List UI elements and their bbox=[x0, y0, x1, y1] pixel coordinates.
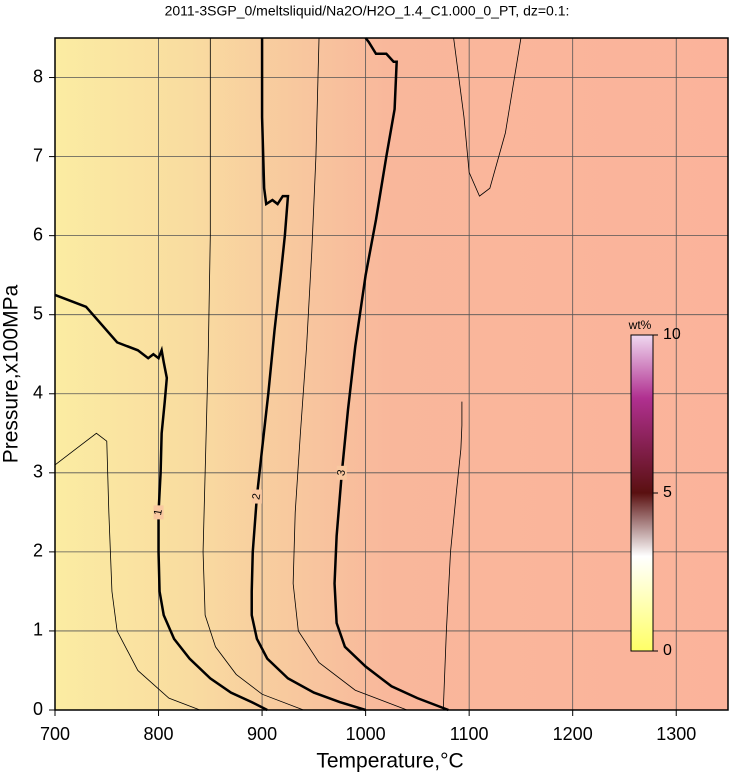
x-tick-label: 1100 bbox=[450, 724, 489, 744]
contour-label: 2 bbox=[250, 492, 263, 500]
x-tick-label: 1000 bbox=[346, 724, 386, 744]
x-axis-label: Temperature,°C bbox=[316, 750, 463, 773]
y-tick-label: 1 bbox=[33, 620, 43, 640]
colorbar-tick-label: 5 bbox=[663, 484, 672, 501]
contour-line bbox=[442, 401, 463, 711]
contour-label: 1 bbox=[152, 508, 165, 516]
y-tick-label: 3 bbox=[33, 462, 43, 482]
contour-line bbox=[202, 38, 304, 711]
colorbar-label: wt% bbox=[628, 318, 652, 332]
plot-frame bbox=[54, 37, 729, 711]
x-tick-label: 800 bbox=[144, 724, 174, 744]
contour-line bbox=[250, 38, 366, 712]
y-axis-label: Pressure,x100MPa bbox=[0, 284, 23, 463]
colorbar-tick-label: 0 bbox=[663, 642, 672, 659]
y-tick-label: 6 bbox=[33, 224, 43, 244]
y-tick-label: 5 bbox=[33, 303, 43, 323]
x-tick-label: 700 bbox=[40, 724, 70, 744]
contour-line bbox=[453, 37, 522, 197]
chart-title: 2011-3SGP_0/meltsliquid/Na2O/H2O_1.4_C1.… bbox=[165, 3, 570, 19]
y-tick-label: 0 bbox=[33, 699, 43, 719]
y-tick-label: 4 bbox=[33, 383, 43, 403]
contour-line bbox=[292, 37, 408, 711]
contour-label-bg bbox=[336, 465, 347, 480]
contour-line bbox=[54, 293, 268, 712]
y-tick-label: 7 bbox=[33, 145, 43, 165]
colorbar-tick-label: 10 bbox=[663, 326, 681, 343]
y-tick-label: 8 bbox=[33, 66, 43, 86]
colorbar bbox=[630, 334, 654, 652]
contour-label-bg bbox=[153, 505, 164, 520]
contour-line bbox=[54, 432, 201, 711]
contour-label-bg bbox=[251, 489, 262, 504]
contour-line bbox=[333, 37, 449, 712]
contour-label: 3 bbox=[335, 469, 348, 477]
x-tick-label: 900 bbox=[247, 724, 277, 744]
y-tick-label: 2 bbox=[33, 541, 43, 561]
x-tick-label: 1200 bbox=[553, 724, 593, 744]
x-tick-label: 1300 bbox=[656, 724, 696, 744]
plot-background bbox=[55, 38, 728, 710]
